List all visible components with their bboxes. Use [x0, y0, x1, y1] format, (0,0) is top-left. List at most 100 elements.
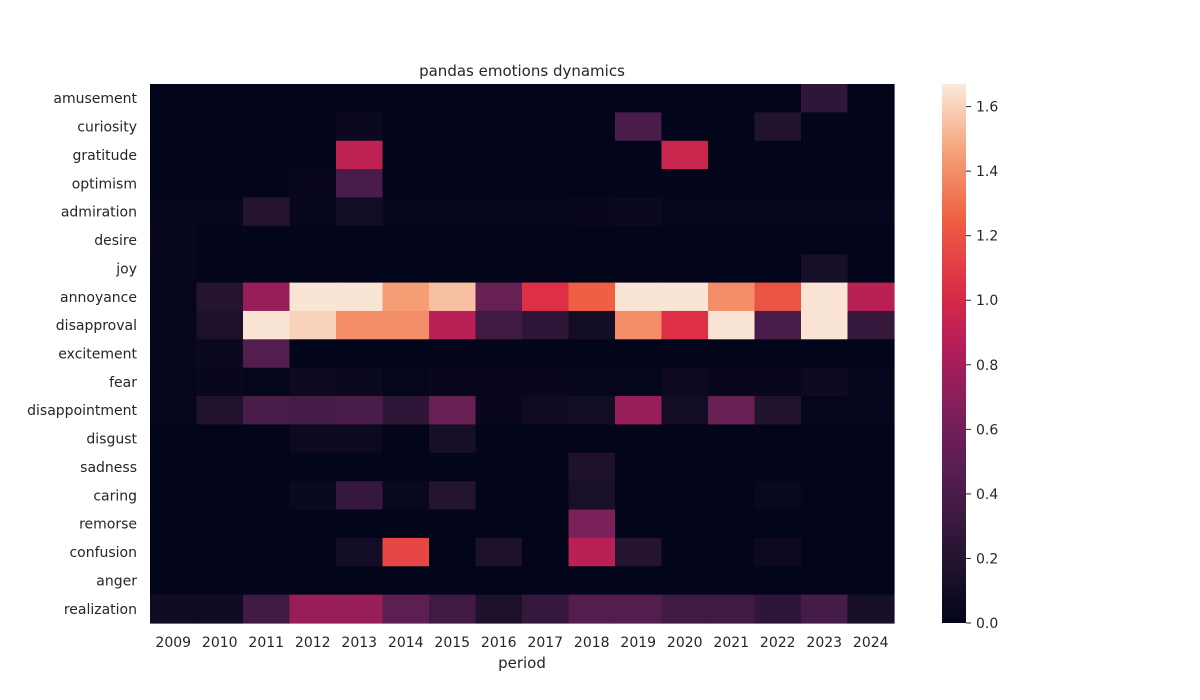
heatmap-cell — [150, 481, 198, 511]
heatmap-cell — [568, 481, 616, 511]
heatmap-cell — [661, 452, 709, 482]
heatmap-cell — [336, 424, 384, 454]
heatmap-cell — [243, 424, 291, 454]
heatmap-cell — [382, 140, 430, 170]
heatmap-cell — [336, 112, 384, 142]
heatmap-cell — [196, 566, 244, 596]
heatmap-cell — [150, 367, 198, 397]
heatmap-cell — [615, 112, 663, 142]
heatmap-cell — [196, 396, 244, 426]
heatmap-cell — [382, 566, 430, 596]
heatmap-cell — [243, 169, 291, 199]
heatmap-cell — [382, 112, 430, 142]
heatmap-cell — [336, 140, 384, 170]
heatmap-cell — [429, 140, 477, 170]
heatmap-cell — [847, 197, 895, 227]
heatmap-cell — [382, 254, 430, 284]
heatmap-cell — [475, 84, 523, 113]
heatmap-cell — [475, 452, 523, 482]
heatmap-cell — [475, 367, 523, 397]
heatmap-cell — [801, 282, 849, 312]
x-tick-label: 2013 — [341, 635, 377, 651]
heatmap-cell — [801, 509, 849, 539]
heatmap-cell — [522, 169, 570, 199]
heatmap-cell — [243, 112, 291, 142]
heatmap-cell — [615, 537, 663, 567]
heatmap-cell — [568, 112, 616, 142]
heatmap-cell — [475, 282, 523, 312]
heatmap-cell — [289, 310, 337, 340]
heatmap-cell — [429, 509, 477, 539]
x-tick-label: 2017 — [527, 635, 563, 651]
heatmap-cell — [429, 84, 477, 113]
heatmap-cell — [522, 566, 570, 596]
heatmap-cell — [708, 424, 756, 454]
heatmap-cell — [847, 225, 895, 255]
heatmap-cell — [382, 509, 430, 539]
heatmap-cell — [661, 197, 709, 227]
heatmap-cell — [336, 452, 384, 482]
heatmap-cell — [754, 339, 802, 369]
heatmap-cell — [196, 140, 244, 170]
x-tick-label: 2015 — [434, 635, 470, 651]
heatmap-cell — [289, 254, 337, 284]
heatmap-cell — [847, 310, 895, 340]
heatmap-cell — [382, 481, 430, 511]
heatmap-cell — [522, 424, 570, 454]
heatmap-cell — [243, 282, 291, 312]
heatmap-cell — [661, 481, 709, 511]
heatmap-cell — [615, 396, 663, 426]
heatmap-cell — [382, 424, 430, 454]
heatmap-cell — [801, 537, 849, 567]
heatmap-cell — [289, 367, 337, 397]
heatmap-cell — [336, 310, 384, 340]
heatmap-cell — [615, 566, 663, 596]
y-tick-label: excitement — [58, 347, 137, 363]
heatmap-cell — [336, 481, 384, 511]
heatmap-cell — [522, 310, 570, 340]
heatmap-cell — [429, 452, 477, 482]
heatmap-cell — [801, 84, 849, 113]
heatmap-cell — [568, 197, 616, 227]
heatmap-cell — [429, 282, 477, 312]
heatmap-cell — [150, 566, 198, 596]
heatmap-cell — [289, 452, 337, 482]
heatmap-cell — [708, 84, 756, 113]
x-tick-label: 2016 — [481, 635, 517, 651]
heatmap-cell — [196, 197, 244, 227]
heatmap-cell — [847, 537, 895, 567]
heatmap-cell — [615, 481, 663, 511]
heatmap-cell — [708, 254, 756, 284]
x-tick-label: 2019 — [620, 635, 656, 651]
heatmap-cell — [615, 310, 663, 340]
heatmap-cell — [429, 225, 477, 255]
heatmap-cell — [336, 339, 384, 369]
heatmap-cell — [708, 140, 756, 170]
heatmap-cell — [196, 225, 244, 255]
heatmap-cell — [522, 481, 570, 511]
heatmap-cell — [568, 396, 616, 426]
heatmap-cell — [243, 339, 291, 369]
heatmap-cell — [196, 594, 244, 624]
heatmap-cell — [196, 537, 244, 567]
heatmap-cell — [289, 282, 337, 312]
x-tick-label: 2024 — [853, 635, 889, 651]
heatmap-cell — [429, 339, 477, 369]
heatmap-cell — [336, 537, 384, 567]
heatmap-cell — [243, 481, 291, 511]
heatmap-cell — [568, 254, 616, 284]
heatmap-cell — [615, 140, 663, 170]
heatmap-cell — [754, 140, 802, 170]
heatmap-cell — [150, 537, 198, 567]
heatmap-cell — [568, 537, 616, 567]
heatmap-cell — [475, 481, 523, 511]
heatmap-cell — [475, 169, 523, 199]
heatmap-cell — [801, 254, 849, 284]
heatmap-cell — [150, 225, 198, 255]
heatmap-cell — [429, 481, 477, 511]
heatmap-cell — [243, 566, 291, 596]
heatmap-cell — [661, 140, 709, 170]
heatmap-cell — [847, 169, 895, 199]
heatmap-cell — [475, 197, 523, 227]
heatmap-cell — [336, 225, 384, 255]
